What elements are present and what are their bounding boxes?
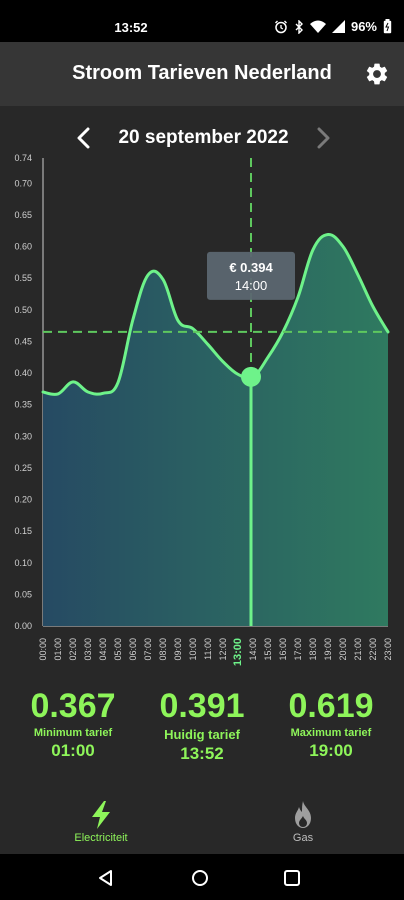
back-triangle-icon[interactable] [96, 868, 116, 888]
max-tariff-value: 0.619 [288, 687, 374, 725]
x-tick-label: 19:00 [323, 638, 333, 661]
y-axis: 0.00 0.05 0.10 0.15 0.20 0.25 0.30 0.35 0.40 0.45… [14, 153, 32, 631]
y-tick-label: 0.00 [14, 621, 32, 631]
wifi-icon [309, 20, 326, 33]
y-tick-label: 0.50 [14, 305, 32, 315]
y-tick-label: 0.20 [14, 495, 32, 505]
nav-gas-label: Gas [292, 832, 314, 844]
chevron-right-icon[interactable] [311, 124, 335, 152]
max-tariff-time: 19:00 [309, 741, 353, 761]
alarm-icon [274, 20, 287, 33]
x-tick-label: 00:00 [38, 638, 48, 661]
x-axis: 00:00 01:00 02:00 03:00 04:00 05:00 06:00 07:00… [38, 638, 393, 666]
x-tick-label: 01:00 [53, 638, 63, 661]
y-tick-label: 0.40 [14, 368, 32, 378]
signal-icon [331, 20, 345, 33]
tariff-stats: 0.367 Minimum tarief 01:00 0.391 Huidig … [0, 687, 404, 788]
x-tick-label: 05:00 [113, 638, 123, 661]
x-tick-label: 14:00 [248, 638, 258, 661]
y-tick-label: 0.55 [14, 273, 32, 283]
x-tick-label: 12:00 [218, 638, 228, 661]
x-tick-label: 23:00 [383, 638, 393, 661]
x-tick-label: 13:00 [232, 638, 244, 666]
x-tick-label: 06:00 [128, 638, 138, 661]
status-icons: 96% [274, 19, 392, 34]
tooltip-value: € 0.394 [229, 260, 273, 275]
x-tick-label: 15:00 [263, 638, 273, 661]
date-label: 20 september 2022 [118, 127, 289, 148]
bottom-navigation: Electriciteit Gas [0, 796, 404, 854]
min-tariff-value: 0.367 [30, 687, 116, 725]
y-tick-label: 0.05 [14, 589, 32, 599]
price-chart[interactable]: 0.00 0.05 0.10 0.15 0.20 0.25 0.30 0.35 0.40 0.45… [0, 150, 404, 670]
x-tick-label: 11:00 [203, 638, 213, 660]
min-tariff: 0.367 Minimum tarief 01:00 [6, 687, 140, 761]
home-circle-icon[interactable] [190, 868, 210, 888]
gear-icon[interactable] [364, 61, 390, 87]
x-tick-label: 18:00 [308, 638, 318, 661]
max-tariff-label: Maximum tarief [290, 727, 372, 740]
nav-gas[interactable]: Gas [202, 800, 404, 844]
x-tick-label: 08:00 [158, 638, 168, 661]
x-tick-label: 21:00 [353, 638, 363, 661]
current-tariff: 0.391 Huidig tarief 13:52 [135, 687, 269, 764]
y-tick-label: 0.35 [14, 400, 32, 410]
flame-icon [295, 801, 311, 828]
x-tick-label: 10:00 [188, 638, 198, 661]
app-bar: Stroom Tarieven Nederland [0, 42, 404, 106]
nav-electricity-label: Electriciteit [74, 832, 128, 844]
chevron-left-icon[interactable] [72, 124, 96, 152]
y-tick-label: 0.70 [14, 178, 32, 188]
x-tick-label: 16:00 [278, 638, 288, 661]
max-tariff: 0.619 Maximum tarief 19:00 [264, 687, 398, 761]
min-tariff-label: Minimum tarief [33, 727, 113, 740]
status-time: 13:52 [114, 20, 148, 35]
tooltip-time: 14:00 [235, 278, 268, 293]
selected-point-marker[interactable] [241, 366, 261, 387]
y-tick-label: 0.30 [14, 431, 32, 441]
bluetooth-icon [295, 19, 303, 34]
current-tariff-label: Huidig tarief [164, 727, 240, 743]
y-tick-label: 0.60 [14, 242, 32, 252]
current-tariff-value: 0.391 [159, 687, 245, 725]
x-tick-label: 07:00 [143, 638, 153, 661]
y-tick-label: 0.65 [14, 210, 32, 220]
price-line [41, 233, 390, 396]
recents-square-icon[interactable] [282, 868, 302, 888]
min-tariff-time: 01:00 [51, 741, 95, 761]
battery-icon [383, 19, 392, 34]
x-tick-label: 02:00 [68, 638, 78, 661]
y-tick-label: 0.45 [14, 336, 32, 346]
x-tick-label: 09:00 [173, 638, 183, 661]
system-navigation [0, 854, 404, 900]
y-tick-label: 0.74 [14, 153, 32, 163]
current-tariff-time: 13:52 [180, 744, 224, 764]
nav-electricity[interactable]: Electriciteit [0, 800, 202, 844]
y-tick-label: 0.10 [14, 558, 32, 568]
date-navigation: 20 september 2022 [0, 120, 404, 156]
price-tooltip: € 0.394 14:00 [207, 251, 295, 300]
x-tick-label: 20:00 [338, 638, 348, 661]
status-bar: 13:52 96% [0, 0, 404, 42]
app-title: Stroom Tarieven Nederland [72, 62, 332, 84]
y-tick-label: 0.15 [14, 526, 32, 536]
battery-percent: 96% [350, 19, 377, 34]
x-tick-label: 04:00 [98, 638, 108, 661]
x-tick-label: 17:00 [293, 638, 303, 661]
x-tick-label: 03:00 [83, 638, 93, 661]
lightning-icon [92, 801, 110, 829]
y-tick-label: 0.25 [14, 463, 32, 473]
x-tick-label: 22:00 [368, 638, 378, 661]
